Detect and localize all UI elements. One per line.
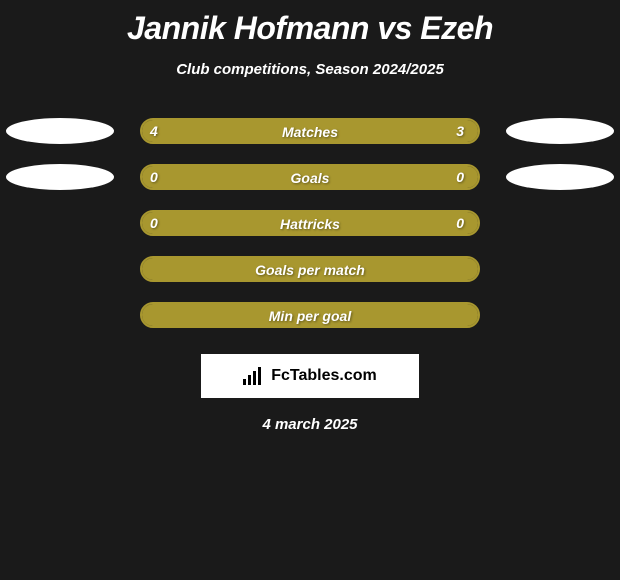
stat-bar: Goals per match [140,256,480,282]
stat-bar: Hattricks [140,210,480,236]
stat-label: Goals [142,166,478,190]
player-right-ellipse [506,118,614,144]
stat-label: Goals per match [142,258,478,282]
player-left-ellipse [6,118,114,144]
stat-value-left: 4 [150,118,158,144]
stat-label: Hattricks [142,212,478,236]
page-title: Jannik Hofmann vs Ezeh [0,0,620,47]
player-left-ellipse [6,164,114,190]
stat-value-right: 0 [456,210,464,236]
stat-value-left: 0 [150,164,158,190]
stat-bar: Min per goal [140,302,480,328]
stat-row: Min per goal [0,302,620,348]
stat-row: Hattricks0 0 [0,210,620,256]
date-text: 4 march 2025 [0,416,620,433]
stat-value-right: 0 [456,164,464,190]
stat-label: Matches [142,120,478,144]
stat-bar: Goals [140,164,480,190]
brand-text: FcTables.com [271,367,377,385]
stat-value-right: 3 [456,118,464,144]
brand-badge: FcTables.com [201,354,419,398]
player-right-ellipse [506,164,614,190]
bar-chart-icon [243,367,265,385]
stat-row: Goals per match [0,256,620,302]
page-subtitle: Club competitions, Season 2024/2025 [0,61,620,78]
stat-bar: Matches [140,118,480,144]
stat-rows-container: Matches43Goals00Hattricks00Goals per mat… [0,118,620,348]
stat-row: Matches4 3 [0,118,620,164]
stat-row: Goals0 0 [0,164,620,210]
stat-value-left: 0 [150,210,158,236]
stat-label: Min per goal [142,304,478,328]
